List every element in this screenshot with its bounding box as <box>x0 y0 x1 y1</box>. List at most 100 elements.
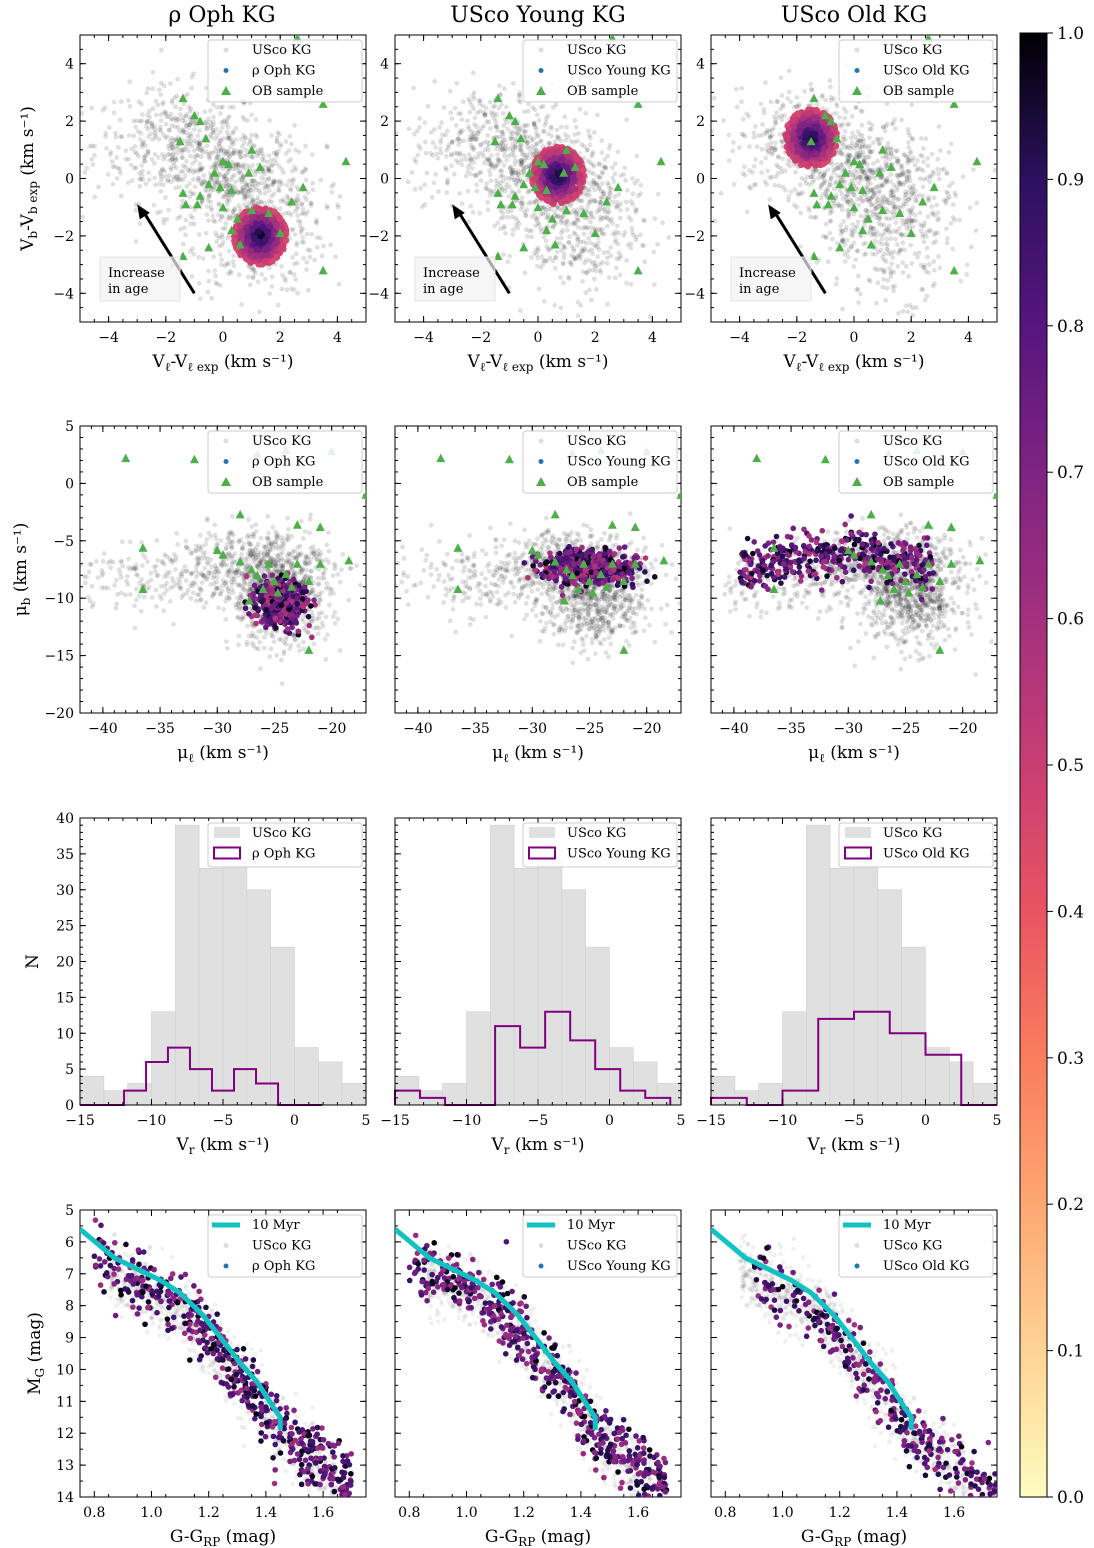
background-point <box>230 139 235 144</box>
background-point <box>139 163 145 168</box>
background-point <box>610 231 616 236</box>
background-point <box>242 195 248 200</box>
x-tick-label: 0 <box>850 330 859 346</box>
background-point <box>276 131 282 137</box>
ob-point <box>178 188 188 197</box>
kg-point <box>565 153 573 160</box>
background-point <box>566 240 572 245</box>
background-point <box>174 116 180 122</box>
background-point <box>485 147 491 153</box>
background-point <box>518 142 524 148</box>
background-point <box>542 298 547 304</box>
background-point <box>931 259 937 264</box>
background-point <box>167 127 173 133</box>
background-point <box>220 214 226 220</box>
background-point <box>859 122 865 128</box>
background-point <box>532 124 538 130</box>
background-point <box>598 214 603 220</box>
background-point <box>610 175 615 181</box>
background-point <box>207 192 212 198</box>
background-point <box>172 177 178 183</box>
background-point <box>212 162 218 168</box>
background-point <box>282 276 288 281</box>
background-point <box>270 181 276 187</box>
background-point <box>453 158 459 163</box>
background-point <box>208 176 214 182</box>
background-point <box>265 166 271 172</box>
kg-point <box>557 176 564 184</box>
background-point <box>230 209 236 215</box>
background-point <box>827 84 833 90</box>
background-point <box>152 123 157 129</box>
background-point <box>278 141 284 147</box>
background-point <box>324 203 330 209</box>
background-point <box>153 98 159 104</box>
background-point <box>494 163 500 169</box>
background-point <box>896 310 901 316</box>
background-point <box>203 149 209 155</box>
background-point <box>460 99 466 105</box>
background-point <box>572 118 578 123</box>
background-point <box>532 145 538 150</box>
kg-point <box>580 166 587 174</box>
background-point <box>948 221 954 226</box>
background-point <box>522 129 528 135</box>
background-point <box>833 110 839 116</box>
background-point <box>188 138 193 144</box>
background-point <box>289 182 295 187</box>
background-point <box>562 132 568 138</box>
background-point <box>510 169 516 175</box>
background-point <box>227 182 232 188</box>
background-point <box>564 203 570 208</box>
background-point <box>205 151 211 157</box>
background-point <box>295 204 301 209</box>
background-point <box>512 153 517 159</box>
background-point <box>615 223 620 229</box>
background-point <box>590 214 596 220</box>
background-point <box>739 131 745 137</box>
background-point <box>224 171 229 177</box>
background-point <box>582 224 588 230</box>
background-point <box>548 126 554 132</box>
background-point <box>309 231 314 237</box>
background-point <box>474 124 480 130</box>
background-point <box>276 179 282 185</box>
background-point <box>509 152 515 157</box>
background-point <box>219 262 224 268</box>
background-point <box>149 120 155 126</box>
background-point <box>133 207 139 213</box>
background-point <box>597 203 603 209</box>
background-point <box>143 123 149 129</box>
background-point <box>226 182 231 188</box>
background-point <box>250 154 256 160</box>
background-point <box>174 146 180 151</box>
background-point <box>535 255 541 261</box>
background-point <box>223 184 228 189</box>
background-point <box>791 104 797 110</box>
background-point <box>468 203 474 209</box>
background-point <box>133 165 139 170</box>
background-point <box>291 272 297 278</box>
background-point <box>224 121 229 127</box>
background-point <box>220 194 226 200</box>
background-point <box>257 151 262 156</box>
background-point <box>422 202 428 207</box>
background-point <box>925 155 931 161</box>
background-point <box>280 272 285 278</box>
background-point <box>571 207 577 213</box>
background-point <box>242 194 247 199</box>
background-point <box>500 138 506 144</box>
background-point <box>190 176 196 182</box>
background-point <box>169 97 175 103</box>
background-point <box>185 91 190 97</box>
background-point <box>231 207 237 213</box>
background-point <box>174 175 180 180</box>
background-point <box>218 147 224 153</box>
x-tick-label: 2 <box>591 330 600 346</box>
background-point <box>590 151 595 157</box>
background-point <box>212 161 218 167</box>
background-point <box>837 114 842 120</box>
background-point <box>500 131 506 137</box>
background-point <box>235 190 241 195</box>
background-point <box>612 275 618 281</box>
